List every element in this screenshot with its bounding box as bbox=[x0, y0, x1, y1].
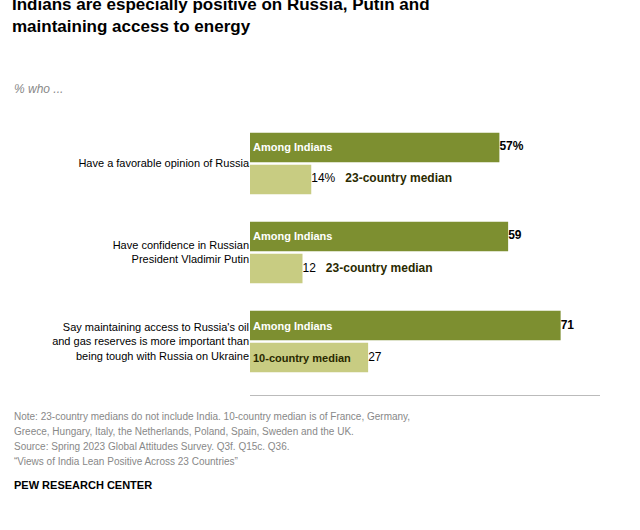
svg-text:Have confidence in RussianPres: Have confidence in RussianPresident Vlad… bbox=[113, 239, 249, 265]
svg-text:57%: 57% bbox=[499, 139, 523, 153]
svg-text:Among Indians: Among Indians bbox=[253, 320, 332, 332]
svg-text:Greece, Hungary, Italy, the Ne: Greece, Hungary, Italy, the Netherlands,… bbox=[14, 426, 354, 437]
svg-text:“Views of India Lean Positive: “Views of India Lean Positive Across 23 … bbox=[14, 456, 238, 467]
svg-text:% who ...: % who ... bbox=[14, 82, 63, 96]
svg-text:27: 27 bbox=[368, 350, 382, 364]
svg-text:Source: Spring 2023 Global Att: Source: Spring 2023 Global Attitudes Sur… bbox=[14, 441, 290, 452]
svg-text:Among Indians: Among Indians bbox=[253, 230, 332, 242]
svg-text:Indians are especially positiv: Indians are especially positive on Russi… bbox=[12, 0, 430, 36]
svg-text:Have a favorable opinion of Ru: Have a favorable opinion of Russia bbox=[78, 157, 249, 169]
svg-text:12 23-country median: 12 23-country median bbox=[303, 261, 433, 275]
svg-text:14% 23-country median: 14% 23-country median bbox=[311, 171, 452, 185]
svg-text:59: 59 bbox=[508, 228, 522, 242]
svg-text:71: 71 bbox=[561, 318, 575, 332]
svg-text:Say maintaining access to Russ: Say maintaining access to Russia's oilan… bbox=[52, 321, 249, 362]
svg-text:10-country median: 10-country median bbox=[253, 352, 351, 364]
svg-text:Note: 23-country medians do no: Note: 23-country medians do not include … bbox=[14, 411, 410, 422]
svg-text:PEW RESEARCH CENTER: PEW RESEARCH CENTER bbox=[14, 479, 152, 491]
svg-text:Among Indians: Among Indians bbox=[253, 141, 332, 153]
